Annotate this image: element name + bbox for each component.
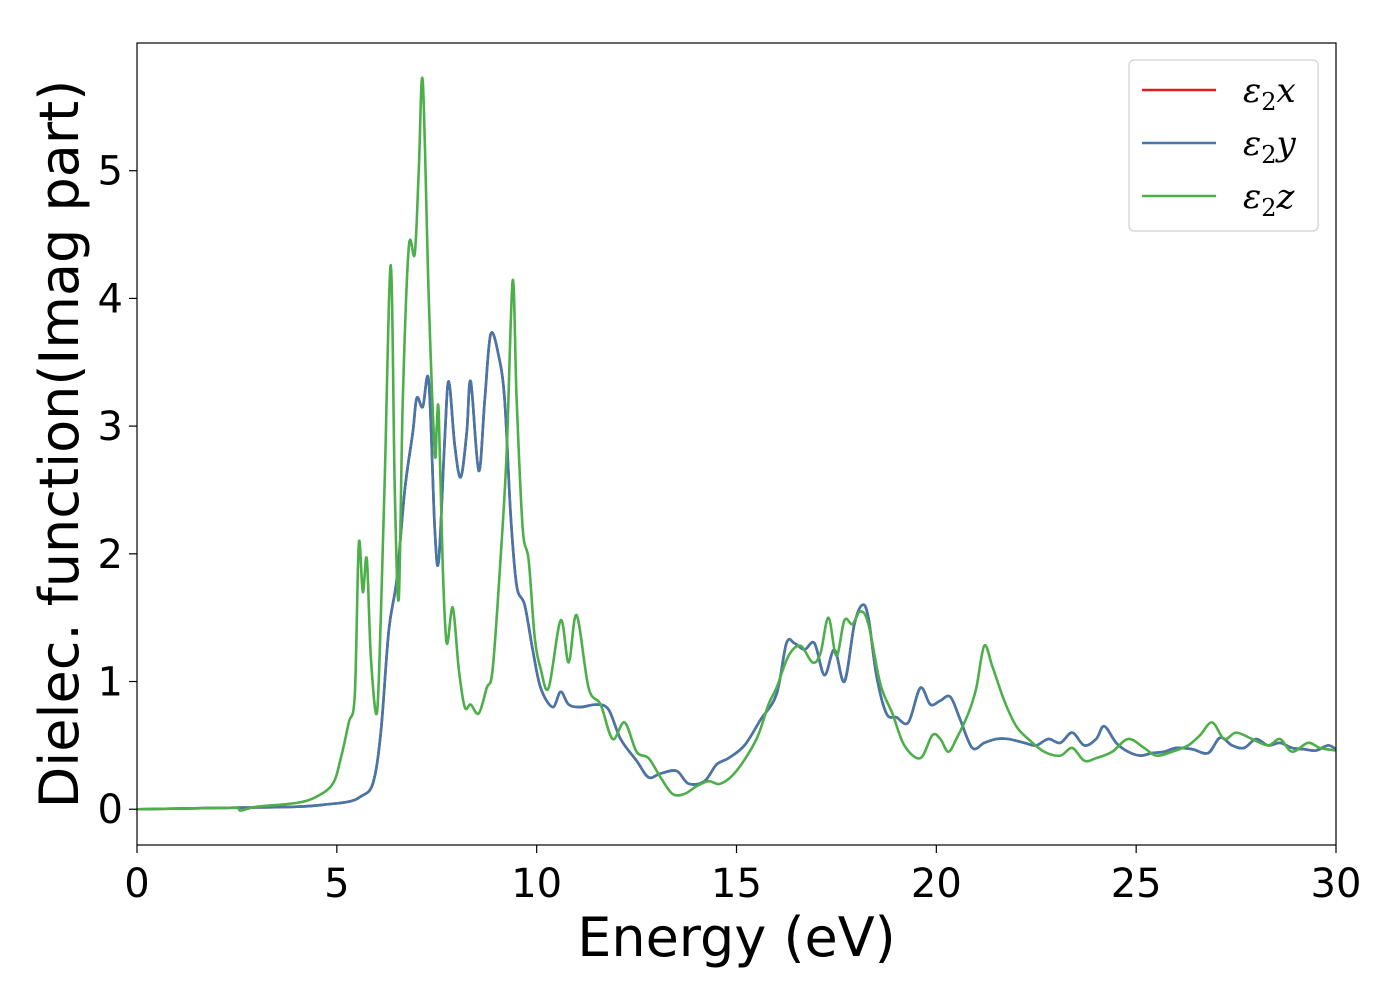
legend-label-x: ε2x bbox=[1243, 71, 1296, 116]
x-tick-label: 15 bbox=[711, 861, 762, 907]
legend-symbol: ε bbox=[1243, 124, 1261, 164]
series-line-x bbox=[137, 331, 1336, 811]
legend-component: y bbox=[1275, 124, 1297, 164]
legend-symbol: ε bbox=[1243, 177, 1261, 217]
x-tick-label: 0 bbox=[124, 861, 149, 907]
legend-label-y: ε2y bbox=[1243, 124, 1297, 169]
y-tick-label: 4 bbox=[98, 276, 123, 322]
y-tick-label: 2 bbox=[98, 532, 123, 578]
y-tick-label: 5 bbox=[98, 149, 123, 195]
legend-label-z: ε2z bbox=[1243, 177, 1296, 222]
x-axis-ticks: 0 5 10 15 20 25 30 bbox=[124, 845, 1361, 907]
y-tick-label: 0 bbox=[98, 787, 123, 833]
legend-subscript: 2 bbox=[1261, 194, 1276, 222]
legend-component: z bbox=[1276, 177, 1296, 217]
x-tick-label: 5 bbox=[324, 861, 349, 907]
y-axis-ticks: 0 1 2 3 4 5 bbox=[98, 149, 137, 833]
x-tick-label: 30 bbox=[1311, 861, 1362, 907]
x-axis-title: Energy (eV) bbox=[577, 906, 896, 969]
legend-component: x bbox=[1277, 71, 1296, 111]
series-line-y bbox=[137, 331, 1336, 811]
y-tick-label: 1 bbox=[98, 660, 123, 706]
y-axis-title: Dielec. function(Imag part) bbox=[28, 80, 91, 809]
y-tick-label: 3 bbox=[98, 404, 123, 450]
series-line-z bbox=[137, 76, 1336, 812]
x-tick-label: 20 bbox=[911, 861, 962, 907]
legend-box bbox=[1128, 59, 1319, 232]
legend-subscript: 2 bbox=[1261, 141, 1276, 169]
x-tick-label: 25 bbox=[1111, 861, 1162, 907]
legend-symbol: ε bbox=[1243, 71, 1261, 111]
series-layer bbox=[137, 76, 1336, 812]
x-tick-label: 10 bbox=[511, 861, 562, 907]
legend-subscript: 2 bbox=[1261, 88, 1276, 116]
